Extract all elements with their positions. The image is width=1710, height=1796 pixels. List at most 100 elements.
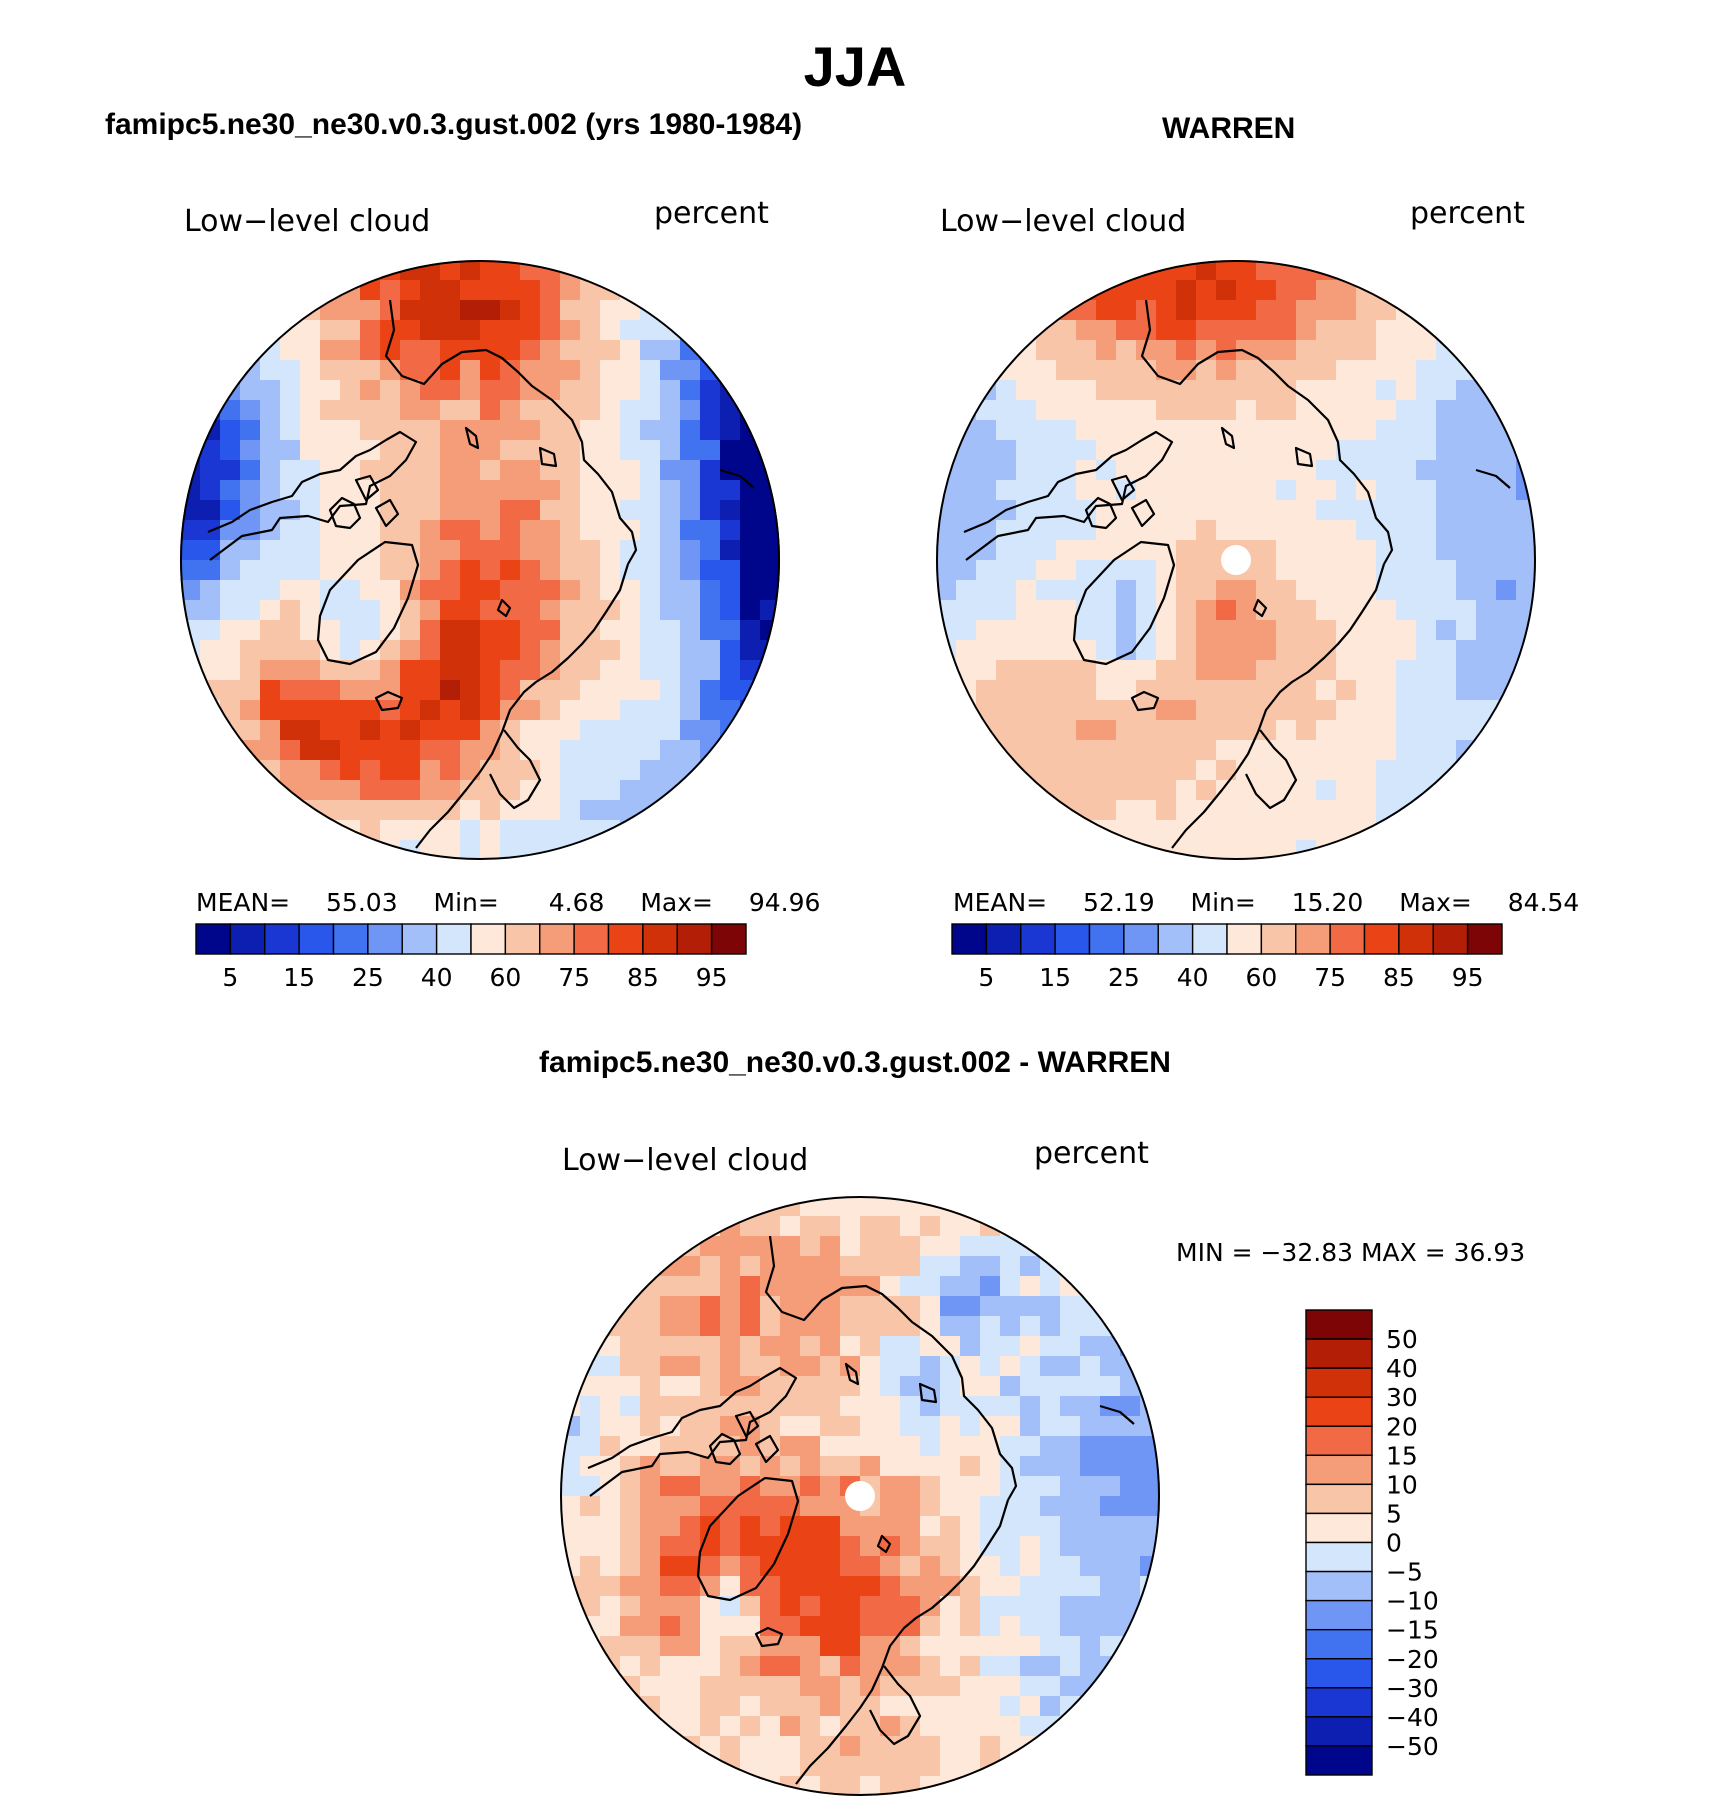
field-cell [700,600,721,621]
field-cell [340,440,361,461]
field-cell [1256,400,1277,421]
field-cell [1096,580,1117,601]
field-cell [440,320,461,341]
field-cell [540,480,561,501]
field-cell [1140,1536,1160,1557]
field-cell [1336,300,1357,321]
field-cell [760,1296,781,1317]
panel-obs-units-label: percent [1410,196,1525,231]
field-cell [700,1396,721,1417]
field-cell [1376,420,1397,441]
field-cell [340,540,361,561]
field-cell [1076,560,1097,581]
field-cell [860,1356,881,1377]
field-cell [620,1336,641,1357]
field-cell [880,1336,901,1357]
field-cell [720,1636,741,1657]
field-cell [1256,340,1277,361]
field-cell [1356,720,1377,741]
field-cell [680,460,701,481]
field-cell [940,1596,961,1617]
field-cell [700,460,721,481]
field-cell [1396,420,1417,441]
field-cell [1436,540,1457,561]
field-cell [600,520,621,541]
field-cell [1096,360,1117,381]
field-cell [920,1336,941,1357]
field-cell [680,480,701,501]
field-cell [340,700,361,721]
field-cell [280,760,301,781]
field-cell [1136,400,1157,421]
field-cell [1056,760,1077,781]
field-cell [1116,560,1137,581]
field-cell [940,1736,961,1757]
field-cell [760,500,780,521]
field-cell [260,340,281,361]
field-cell [440,280,461,301]
field-cell [300,440,321,461]
field-cell [220,660,241,681]
field-cell [1176,380,1197,401]
field-cell [1336,680,1357,701]
coastline-greenland [696,1476,800,1602]
field-cell [220,560,241,581]
field-cell [340,740,361,761]
field-cell [900,1356,921,1377]
field-cell [1296,540,1317,561]
field-cell [1080,1596,1101,1617]
field-cell [860,1556,881,1577]
field-cell [440,360,461,381]
field-cell [600,580,621,601]
colorbar-swatch [951,923,988,955]
field-cell [460,440,481,461]
field-cell [700,1296,721,1317]
field-cell [1060,1636,1081,1657]
field-cell [1040,1376,1061,1397]
field-cell [240,420,261,441]
field-cell [940,1616,961,1637]
field-cell [520,520,541,541]
field-cell [1016,700,1037,721]
field-cell [1116,640,1137,661]
field-cell [640,680,661,701]
field-cell [480,500,501,521]
field-cell [260,720,281,741]
colorbar-swatch [1305,1338,1373,1369]
field-cell [540,320,561,341]
field-cell [460,780,481,801]
field-cell [1116,340,1137,361]
field-cell [460,380,481,401]
field-cell [1176,780,1197,801]
colorbar-swatch [1305,1570,1373,1602]
field-cell [760,1756,781,1777]
field-cells [180,260,780,860]
field-cell [1176,500,1197,521]
field-cell [980,1716,1001,1737]
field-cell [580,840,601,860]
field-cell [580,640,601,661]
field-cell [460,820,481,841]
colorbar-swatch [1363,923,1400,955]
field-cell [900,1336,921,1357]
field-cell [380,580,401,601]
field-cell [300,520,321,541]
field-cell [1080,1616,1101,1637]
field-cell [740,560,761,581]
obs-colorbar-svg: 5 15 25 40 60 75 85 95 [951,923,1503,992]
coastline-scandinavia [1245,729,1298,810]
field-cell [1256,820,1277,841]
field-cell [1256,680,1277,701]
field-cell [740,620,761,641]
field-cell [936,540,957,561]
field-cell [1276,360,1297,381]
colorbar-tick-label: 60 [1245,963,1277,992]
field-cell [860,1516,881,1537]
field-cell [1000,1536,1021,1557]
colorbar-tick-label: 15 [283,963,315,992]
field-cell [580,260,601,281]
field-cell [1040,1576,1061,1597]
field-cell [1456,500,1477,521]
field-cell [1176,720,1197,741]
field-cell [920,1356,941,1377]
